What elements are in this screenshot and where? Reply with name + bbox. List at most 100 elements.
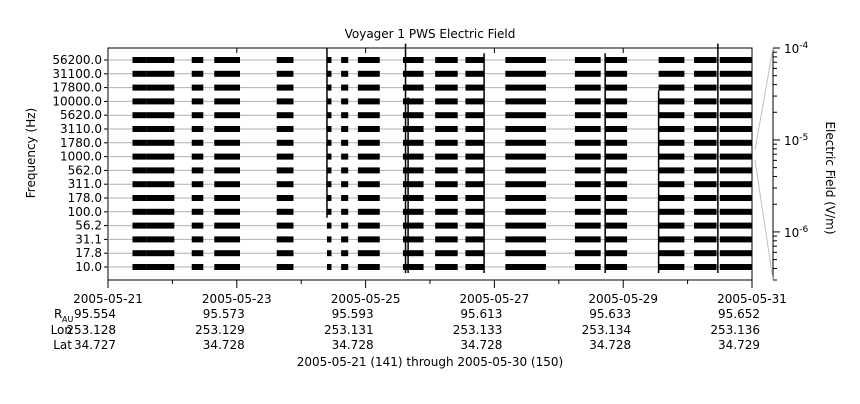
data-bar: [357, 153, 380, 160]
data-bar: [326, 98, 332, 105]
grid-lines: [108, 59, 752, 268]
data-bar: [276, 98, 294, 105]
data-bar: [405, 70, 424, 77]
data-bar: [214, 195, 241, 201]
plot-border: [107, 47, 753, 281]
x-tick-label: 2005-05-27: [460, 292, 530, 306]
y-tick-label: 10.0: [75, 260, 102, 274]
data-bar: [505, 250, 546, 257]
data-bar: [658, 236, 685, 243]
colorbar-tick-base: 10: [784, 134, 799, 148]
data-bar: [658, 98, 685, 105]
data-bar: [402, 195, 406, 201]
x-tick-label: 2005-05-21: [73, 292, 143, 306]
data-bar: [658, 167, 685, 174]
y-tick-label: 17.8: [75, 246, 102, 260]
data-bar: [132, 112, 147, 119]
ephemeris-r-value: 95.573: [203, 307, 245, 321]
data-bar: [132, 98, 147, 105]
data-bar: [574, 250, 601, 257]
data-bar: [191, 222, 204, 229]
data-bar: [276, 264, 294, 270]
data-bar: [505, 98, 546, 105]
data-bar: [357, 126, 380, 132]
colorbar-tick-label: 10-4: [784, 41, 809, 56]
data-bar: [719, 264, 752, 270]
data-bar: [405, 98, 424, 105]
data-bar: [435, 195, 458, 201]
data-bar: [357, 70, 380, 77]
y-tick-label: 5620.0: [60, 108, 102, 122]
data-bar: [326, 236, 332, 243]
colorbar-connector-bottom: [754, 159, 774, 281]
data-bar: [405, 264, 424, 270]
data-bar: [658, 126, 685, 132]
data-bar: [326, 70, 332, 77]
colorbar-tick-exponent: -4: [799, 41, 808, 51]
data-bar: [574, 208, 601, 215]
ephemeris-lon-value: 253.134: [582, 323, 632, 337]
data-bar: [341, 208, 349, 215]
data-bar: [505, 264, 546, 270]
data-bar: [694, 250, 717, 257]
colorbar-tick-exponent: -6: [799, 225, 808, 235]
data-bar: [505, 139, 546, 146]
data-bar: [658, 264, 685, 270]
data-bar: [405, 222, 424, 229]
y-tick-label: 1780.0: [60, 136, 102, 150]
data-bar: [719, 153, 752, 160]
data-bar: [605, 236, 628, 243]
data-bar: [341, 264, 349, 270]
data-bar: [405, 57, 424, 63]
data-bar: [146, 181, 175, 188]
data-bar: [326, 250, 332, 257]
data-bar: [357, 236, 380, 243]
data-bar: [276, 208, 294, 215]
data-bar: [214, 57, 241, 63]
data-bar: [658, 70, 685, 77]
data-bar: [574, 167, 601, 174]
data-bar: [465, 112, 485, 119]
data-bar: [146, 236, 175, 243]
data-bar: [435, 222, 458, 229]
data-bar: [605, 195, 628, 201]
data-bar: [405, 208, 424, 215]
data-bar: [435, 98, 458, 105]
data-bar: [276, 84, 294, 91]
data-bar: [435, 181, 458, 188]
data-bar: [341, 195, 349, 201]
data-bar: [326, 181, 332, 188]
data-bar: [694, 208, 717, 215]
data-bar: [341, 112, 349, 119]
data-bar: [405, 139, 424, 146]
data-bar: [357, 139, 380, 146]
ephemeris-lat-value: 34.728: [460, 338, 502, 352]
data-bar: [435, 70, 458, 77]
chart-title: Voyager 1 PWS Electric Field: [345, 27, 516, 41]
data-bar: [146, 98, 175, 105]
data-bar: [465, 222, 485, 229]
data-bar: [146, 84, 175, 91]
data-bar: [191, 236, 204, 243]
data-bar: [191, 181, 204, 188]
data-bar: [719, 250, 752, 257]
colorbar-tick-exponent: -5: [799, 133, 808, 143]
data-bar: [465, 250, 485, 257]
data-bar: [191, 84, 204, 91]
data-bar: [191, 98, 204, 105]
data-bar: [357, 112, 380, 119]
data-bar: [276, 195, 294, 201]
data-bar: [719, 208, 752, 215]
data-bar: [191, 208, 204, 215]
data-bar: [465, 70, 485, 77]
data-bar: [605, 181, 628, 188]
data-bar: [276, 181, 294, 188]
data-bar: [405, 112, 424, 119]
data-bar: [341, 84, 349, 91]
data-bar: [402, 139, 406, 146]
data-bar: [341, 250, 349, 257]
data-bar: [402, 84, 406, 91]
colorbar-label: Electric Field (V/m): [823, 121, 837, 234]
data-bar: [214, 181, 241, 188]
data-bar: [719, 167, 752, 174]
